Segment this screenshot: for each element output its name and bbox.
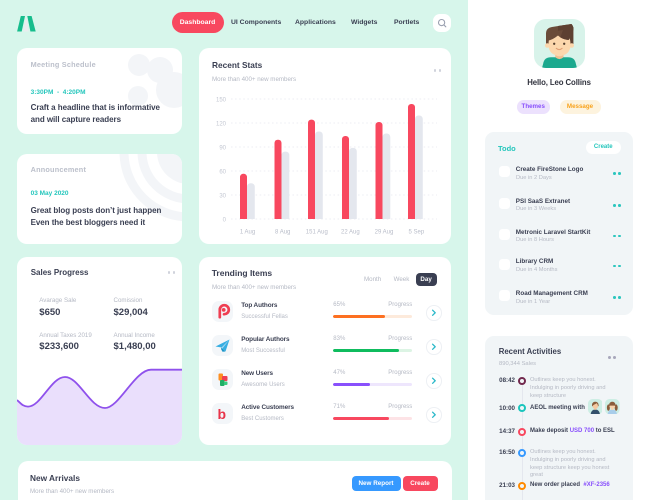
svg-text:120: 120 [216,122,227,128]
svg-text:8 Aug: 8 Aug [275,230,290,236]
svg-text:b: b [218,406,227,422]
svg-text:90: 90 [219,146,226,152]
svg-text:22 Aug: 22 Aug [341,230,360,236]
svg-text:150: 150 [216,98,227,104]
svg-text:0: 0 [223,218,227,224]
svg-text:60: 60 [219,170,226,176]
svg-text:151 Aug: 151 Aug [306,230,328,236]
svg-text:30: 30 [219,194,226,200]
svg-text:5 Sep: 5 Sep [409,230,425,236]
svg-text:1 Aug: 1 Aug [240,230,255,236]
svg-text:29 Aug: 29 Aug [375,230,394,236]
